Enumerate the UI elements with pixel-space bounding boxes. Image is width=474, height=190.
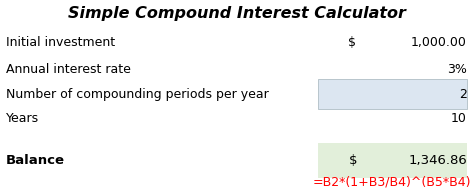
Text: =B2*(1+B3/B4)^(B5*B4): =B2*(1+B3/B4)^(B5*B4) (313, 176, 472, 189)
Text: 1,000.00: 1,000.00 (411, 36, 467, 49)
Text: 10: 10 (451, 112, 467, 125)
Text: Number of compounding periods per year: Number of compounding periods per year (6, 88, 268, 101)
FancyBboxPatch shape (318, 143, 467, 178)
Text: Initial investment: Initial investment (6, 36, 115, 49)
FancyBboxPatch shape (318, 79, 467, 109)
Text: Annual interest rate: Annual interest rate (6, 63, 130, 76)
Text: $: $ (348, 154, 357, 167)
Text: 2: 2 (459, 88, 467, 101)
Text: Years: Years (6, 112, 39, 125)
Text: Simple Compound Interest Calculator: Simple Compound Interest Calculator (68, 6, 406, 21)
Text: 3%: 3% (447, 63, 467, 76)
Text: Balance: Balance (6, 154, 64, 167)
Text: $: $ (348, 36, 356, 49)
Text: 1,346.86: 1,346.86 (408, 154, 467, 167)
